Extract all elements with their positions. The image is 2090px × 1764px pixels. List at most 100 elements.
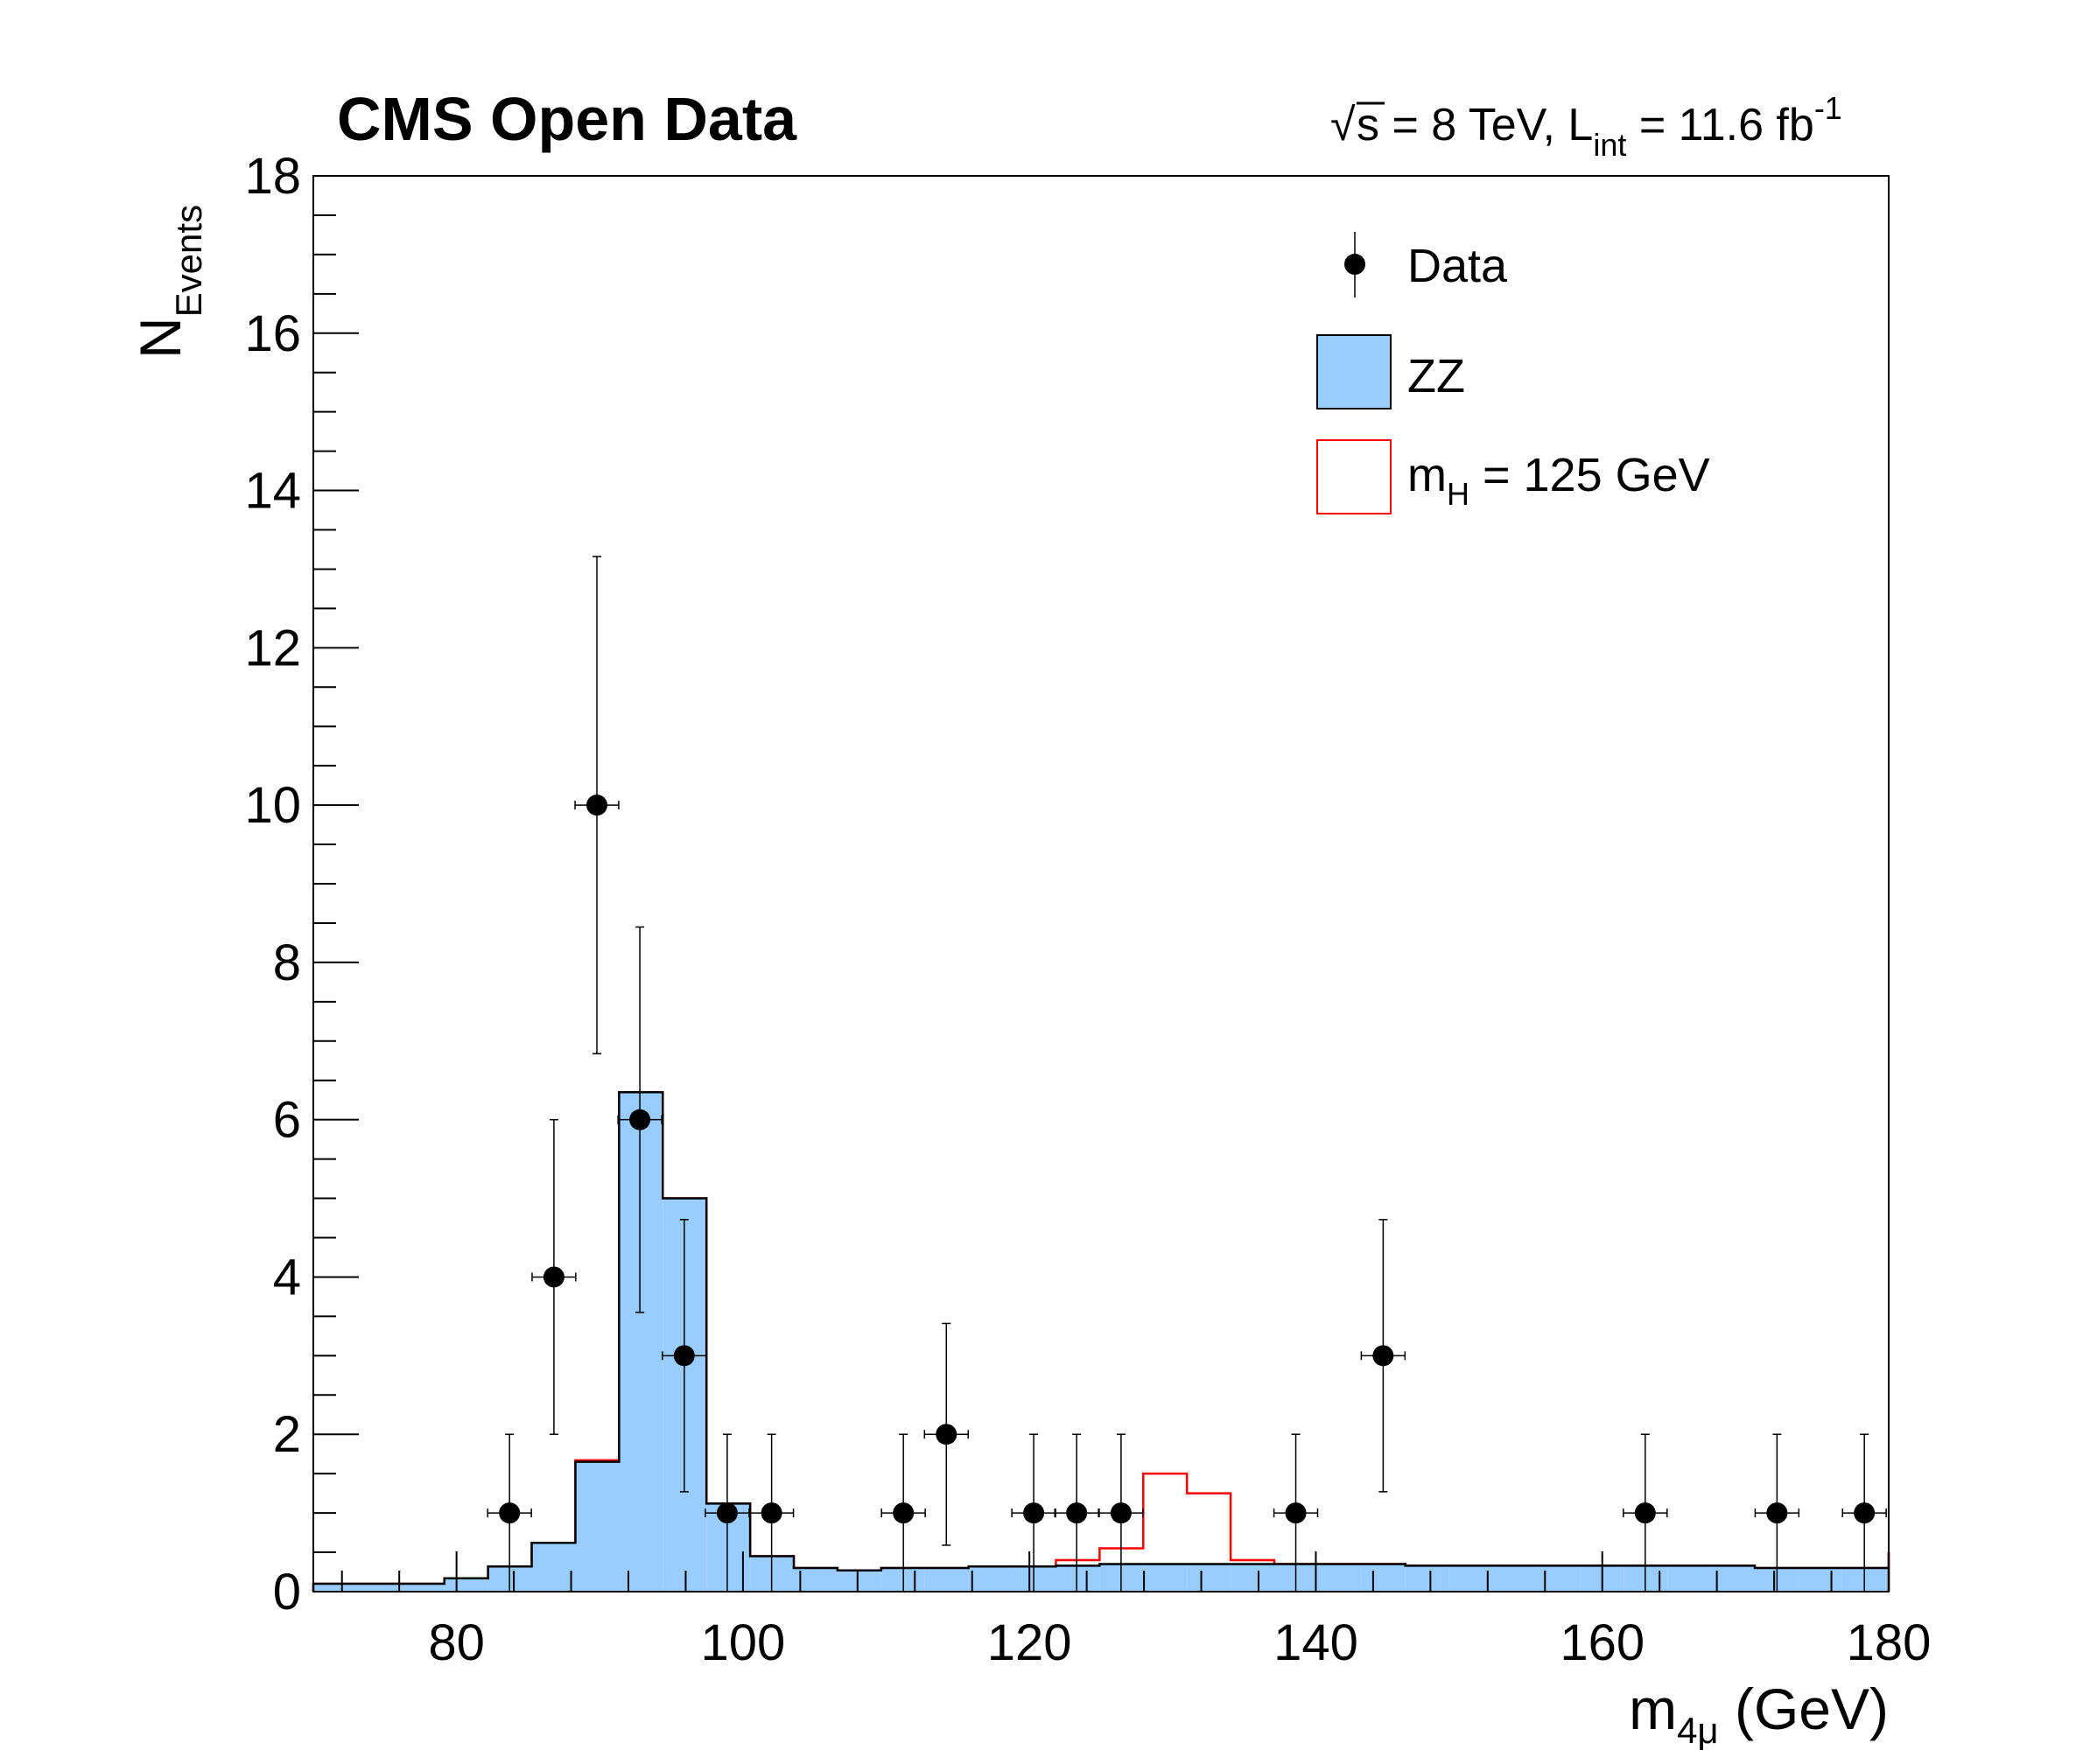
energy-text: = 8 TeV, L <box>1379 100 1593 150</box>
data-point <box>1841 1433 1887 1592</box>
x-tick-label: 120 <box>987 1614 1072 1671</box>
lumi-text: = 11.6 fb <box>1626 100 1813 150</box>
svg-text:s = 8 TeV, Lint = 11.6 fb-1: s = 8 TeV, Lint = 11.6 fb-1 <box>1357 90 1842 163</box>
energy-lumi-label: √ s = 8 TeV, Lint = 11.6 fb-1 <box>1330 90 1842 163</box>
data-point-marker <box>893 1502 915 1524</box>
data-point <box>574 556 620 1054</box>
zz-bin <box>1667 1565 1712 1592</box>
x-tick-label: 140 <box>1273 1614 1358 1671</box>
y-tick-label: 2 <box>273 1406 301 1463</box>
x-axis-title: m4μ (GeV) <box>1629 1676 1889 1751</box>
y-tick-label: 18 <box>244 148 301 205</box>
y-tick-label: 14 <box>244 463 301 520</box>
zz-bin <box>1187 1564 1231 1592</box>
data-point-marker <box>761 1502 782 1524</box>
zz-bin <box>1405 1565 1449 1592</box>
data-point <box>923 1322 969 1546</box>
legend-higgs-rest: = 125 GeV <box>1469 449 1710 501</box>
data-point-marker <box>1066 1502 1088 1524</box>
x-axis-title-unit: (GeV) <box>1719 1676 1889 1741</box>
zz-bin <box>1361 1564 1406 1592</box>
zz-bin <box>1885 1568 1889 1592</box>
data-point <box>531 1118 577 1435</box>
data-point <box>1754 1433 1800 1592</box>
data-point-marker <box>1372 1345 1394 1367</box>
data-point <box>1098 1433 1144 1592</box>
data-point <box>705 1433 750 1592</box>
data-points-layer <box>487 556 1887 1592</box>
zz-outline <box>312 1090 1890 1592</box>
y-tick-label: 12 <box>244 620 301 676</box>
zz-bin <box>1317 1564 1362 1592</box>
data-point <box>662 1219 707 1493</box>
data-point-marker <box>629 1109 651 1130</box>
x-axis-title-sub: 4μ <box>1677 1710 1719 1751</box>
data-point <box>1360 1219 1406 1493</box>
legend-higgs-sub: H <box>1447 476 1469 512</box>
data-point-marker <box>586 794 607 816</box>
legend-label-data: Data <box>1407 240 1508 292</box>
y-tick-label: 16 <box>244 305 301 362</box>
zz-bin <box>1711 1565 1755 1592</box>
zz-bin <box>837 1570 881 1592</box>
y-axis-title-main: N <box>128 317 193 359</box>
zz-bin <box>400 1584 445 1592</box>
zz-bin <box>1056 1565 1100 1592</box>
data-point-marker <box>1285 1502 1307 1524</box>
x-tick-label: 100 <box>701 1614 786 1671</box>
y-tick-label: 8 <box>273 934 301 991</box>
axes-layer: 80 100 120 140 160 180 0 2 4 6 8 10 12 14 16 18 <box>244 148 1931 1671</box>
y-tick-label: 0 <box>273 1564 301 1620</box>
data-point-marker <box>936 1424 957 1446</box>
data-point <box>617 926 663 1313</box>
y-tick-label: 4 <box>273 1249 301 1306</box>
y-axis-title: NEvents <box>128 205 209 359</box>
legend-higgs-swatch <box>1316 439 1392 514</box>
energy-s: s <box>1357 100 1379 150</box>
y-tick-label: 10 <box>244 777 301 834</box>
data-point <box>487 1433 532 1592</box>
zz-bin <box>1448 1565 1493 1592</box>
data-point-marker <box>499 1502 521 1524</box>
lumi-sup: -1 <box>1814 90 1842 126</box>
zz-bin <box>356 1584 401 1592</box>
plot-frame <box>312 175 1890 1592</box>
x-tick-label: 180 <box>1847 1614 1932 1671</box>
legend-label-zz: ZZ <box>1407 350 1465 402</box>
data-point-marker <box>673 1345 695 1367</box>
x-tick-label: 80 <box>428 1614 485 1671</box>
zz-bin <box>531 1543 576 1592</box>
zz-bin <box>444 1578 488 1592</box>
data-point-marker <box>1110 1502 1132 1524</box>
zz-bin <box>1492 1565 1537 1592</box>
zz-bin <box>1536 1565 1581 1592</box>
zz-bin <box>575 1461 620 1592</box>
zz-bin <box>1143 1564 1188 1592</box>
zz-bin <box>619 1092 663 1592</box>
chart-title: CMS Open Data <box>337 85 797 153</box>
data-point <box>1054 1433 1099 1592</box>
zz-bin <box>1231 1564 1274 1592</box>
x-axis-title-main: m <box>1629 1676 1677 1741</box>
data-point-marker <box>1766 1502 1788 1524</box>
data-point <box>1011 1433 1056 1592</box>
legend: Data ZZ mH = 125 GeV <box>1316 232 1710 514</box>
lumi-sub: int <box>1593 127 1626 163</box>
legend-data-marker <box>1344 254 1365 275</box>
zz-bin <box>1798 1568 1842 1592</box>
data-point-marker <box>1634 1502 1656 1524</box>
data-point-marker <box>716 1502 738 1524</box>
y-tick-label: 6 <box>273 1092 301 1149</box>
sqrt-symbol: √ <box>1330 100 1356 150</box>
legend-zz-swatch <box>1316 334 1392 410</box>
legend-higgs-main: m <box>1407 449 1447 501</box>
data-point-marker <box>1854 1502 1876 1524</box>
data-point-marker <box>543 1266 565 1288</box>
x-tick-label: 160 <box>1560 1614 1645 1671</box>
legend-label-higgs: mH = 125 GeV <box>1407 449 1710 512</box>
data-point-marker <box>1023 1502 1045 1524</box>
zz-bin <box>924 1568 969 1592</box>
zz-bin <box>313 1584 357 1592</box>
zz-bin <box>968 1566 1013 1592</box>
